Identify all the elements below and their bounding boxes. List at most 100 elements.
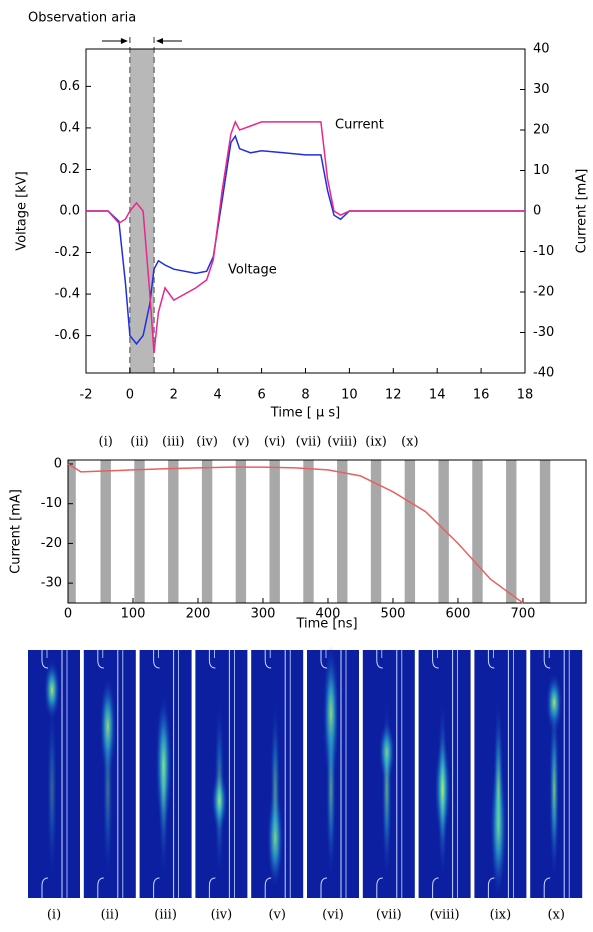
y-tick-label: -0.6 [55, 328, 80, 343]
y-tick-label: 0.6 [59, 79, 80, 94]
glow [549, 700, 560, 880]
panel-label: (ix) [490, 908, 512, 923]
outline [214, 650, 235, 898]
panel-label: (vii) [376, 908, 402, 923]
series-label: Current [335, 118, 384, 133]
glow [326, 700, 336, 880]
panel-label: (ii) [101, 908, 119, 923]
gate-stripe [134, 460, 145, 603]
y-tick-label: 0.0 [59, 204, 80, 219]
image-panel [362, 650, 415, 898]
y2-tick-label: 40 [533, 42, 550, 57]
x-axis-label: Time [ μ s] [270, 406, 340, 421]
glow [214, 700, 225, 880]
gate-stripe [404, 460, 416, 603]
y-axis-label: Voltage [kV] [15, 171, 30, 250]
gate-label: (i) [99, 435, 113, 450]
y2-tick-label: 10 [533, 163, 550, 178]
outline [493, 650, 514, 898]
x-axis-label: Time [ns] [295, 617, 357, 632]
panel-label: (v) [268, 908, 286, 923]
x-tick-label: 100 [121, 607, 146, 622]
outline [269, 650, 291, 898]
y2-axis-label: Current [mA] [575, 169, 590, 254]
outline [487, 650, 509, 898]
x-tick-label: 0 [126, 388, 134, 403]
image-panel [83, 650, 136, 898]
series-line [67, 463, 524, 604]
panel-label: (x) [547, 908, 564, 923]
gate-label: (v) [232, 435, 250, 450]
glow [44, 660, 60, 720]
y-tick-label: 0.2 [59, 162, 80, 177]
outline [158, 650, 179, 898]
gate-stripe [235, 460, 247, 603]
x-tick-label: -2 [80, 388, 93, 403]
gate-label: (ix) [365, 435, 387, 450]
gate-label: (vii) [296, 435, 322, 450]
outline [325, 650, 347, 898]
x-tick-label: 0 [64, 607, 72, 622]
outline [97, 650, 119, 898]
y2-tick-label: -30 [533, 325, 554, 340]
series-label: Voltage [228, 263, 277, 278]
gate-stripe [303, 460, 314, 603]
outline [381, 650, 403, 898]
outline [376, 650, 398, 898]
gate-stripe [370, 460, 382, 603]
outline [432, 650, 454, 898]
outline [320, 650, 342, 898]
panel-label: (viii) [430, 908, 460, 923]
glow [381, 700, 392, 880]
y2-tick-label: 0 [533, 204, 541, 219]
gate-stripe [269, 460, 280, 603]
panel-label: (iii) [154, 908, 177, 923]
gate-label: (iii) [162, 435, 185, 450]
annotation: Observation aria [28, 11, 136, 26]
gate-stripe [68, 460, 76, 603]
image-panel [139, 650, 192, 898]
outline [41, 650, 63, 898]
gate-label: (vi) [264, 435, 286, 450]
outline [437, 650, 458, 898]
outline [46, 650, 68, 898]
y2-tick-label: -40 [533, 366, 554, 381]
image-panel [530, 650, 583, 898]
image-panel [307, 645, 359, 898]
y-tick-label: -0.2 [55, 245, 80, 260]
gate-stripe [472, 460, 483, 603]
gate-label: (iv) [196, 435, 218, 450]
x-tick-label: 10 [341, 388, 358, 403]
glow [47, 700, 57, 880]
x-tick-label: 200 [186, 607, 211, 622]
gate-label: (viii) [327, 435, 357, 450]
y2-tick-label: -20 [533, 285, 554, 300]
x-tick-label: 18 [517, 388, 534, 403]
x-tick-label: 4 [214, 388, 222, 403]
image-panel [418, 650, 471, 898]
x-tick-label: 2 [170, 388, 178, 403]
outline [153, 650, 175, 898]
plot-frame [67, 459, 587, 604]
glow [437, 700, 448, 880]
image-panel [251, 650, 304, 898]
y2-tick-label: 30 [533, 82, 550, 97]
x-tick-label: 600 [446, 607, 471, 622]
y-tick-label: -10 [41, 496, 62, 511]
x-tick-label: 14 [429, 388, 446, 403]
glow [270, 700, 281, 880]
y-tick-label: -0.4 [55, 287, 80, 302]
x-tick-label: 12 [385, 388, 402, 403]
y-tick-label: 0.4 [59, 120, 80, 135]
arrow-head [156, 38, 164, 44]
image-panel [28, 650, 80, 898]
glow [102, 700, 113, 880]
panel-label: (vi) [322, 908, 344, 923]
y2-tick-label: -10 [533, 244, 554, 259]
x-tick-label: 300 [251, 607, 276, 622]
arrow-head [120, 38, 128, 44]
x-tick-label: 500 [381, 607, 406, 622]
image-panel [195, 650, 248, 898]
outline [264, 650, 286, 898]
